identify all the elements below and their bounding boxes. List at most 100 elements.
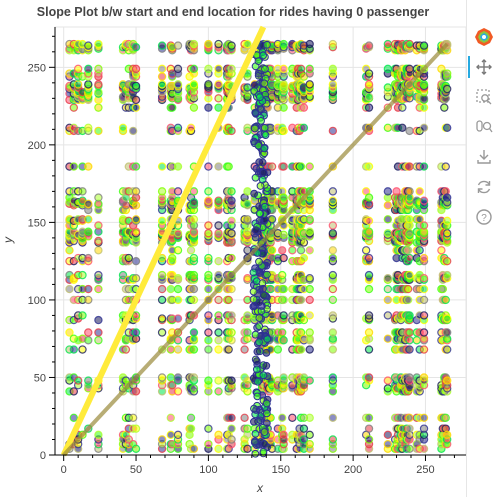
data-point <box>186 424 196 433</box>
data-point <box>403 246 413 255</box>
data-point <box>94 39 103 49</box>
data-point <box>243 274 252 283</box>
data-point <box>69 103 79 112</box>
chart-title: Slope Plot b/w start and end location fo… <box>36 5 430 19</box>
data-point <box>131 328 141 337</box>
data-point <box>256 182 265 190</box>
data-point <box>419 196 429 205</box>
data-point <box>328 39 338 49</box>
data-point <box>328 270 338 280</box>
data-point <box>227 216 236 226</box>
data-point <box>442 270 452 280</box>
data-point <box>383 39 393 49</box>
data-point <box>84 41 93 50</box>
data-point <box>157 270 167 280</box>
data-point <box>227 196 236 205</box>
data-point <box>173 41 183 50</box>
data-point <box>364 216 374 226</box>
data-point <box>173 246 183 255</box>
data-point <box>259 371 268 380</box>
data-point <box>189 295 199 305</box>
data-point <box>131 103 141 112</box>
data-point <box>227 328 236 337</box>
data-point <box>189 270 199 280</box>
data-point <box>441 295 450 305</box>
data-point <box>364 435 374 444</box>
data-point <box>166 345 175 354</box>
data-point <box>157 314 167 323</box>
data-point <box>364 424 374 433</box>
data-point <box>65 328 74 337</box>
data-point <box>204 64 213 74</box>
data-point <box>252 406 260 414</box>
data-point <box>124 253 134 263</box>
data-point <box>94 328 103 337</box>
data-point <box>305 64 314 74</box>
data-point <box>262 409 271 418</box>
data-point <box>84 295 93 305</box>
data-point <box>250 124 259 133</box>
data-point <box>173 284 183 294</box>
data-point <box>166 373 175 382</box>
data-point <box>299 123 309 132</box>
data-point <box>227 229 236 238</box>
data-point <box>227 435 236 444</box>
data-point <box>419 295 429 305</box>
help-tool-icon[interactable]: ? <box>473 206 495 228</box>
data-point <box>305 311 314 320</box>
data-point <box>398 103 407 112</box>
wheel-zoom-tool-icon[interactable] <box>473 116 495 138</box>
data-point <box>131 215 141 224</box>
data-point <box>442 256 452 266</box>
data-point <box>419 123 429 132</box>
data-point <box>204 187 213 196</box>
data-point <box>204 270 213 280</box>
data-point <box>243 187 252 196</box>
data-point <box>251 449 260 458</box>
box-zoom-tool-icon[interactable] <box>473 86 495 108</box>
data-point <box>405 39 414 49</box>
data-point <box>419 444 429 453</box>
data-point <box>214 387 223 396</box>
plot-area[interactable]: 0 50 100 150 200 250 0 50 100 150 200 250 x y <box>0 0 466 497</box>
data-point <box>243 83 252 92</box>
data-point <box>227 311 236 320</box>
data-point <box>383 295 393 305</box>
data-point <box>419 311 429 320</box>
data-point <box>405 311 414 320</box>
data-point <box>224 345 233 354</box>
y-axis-label: y <box>1 236 15 244</box>
data-point <box>419 424 429 433</box>
y-tick-label: 100 <box>28 295 46 307</box>
pan-tool-icon[interactable] <box>473 56 495 78</box>
reset-tool-icon[interactable] <box>473 176 495 198</box>
data-point <box>189 328 199 337</box>
data-point <box>173 162 183 171</box>
data-point <box>204 328 213 337</box>
data-point <box>299 424 309 433</box>
data-point <box>251 108 260 117</box>
save-tool-icon[interactable] <box>473 146 495 168</box>
data-point <box>442 376 452 385</box>
data-point <box>240 413 249 422</box>
data-point <box>204 229 213 238</box>
data-point <box>84 376 93 385</box>
data-point <box>288 413 297 422</box>
data-point <box>118 270 128 280</box>
data-point <box>419 80 429 89</box>
data-point <box>405 229 414 238</box>
data-point <box>305 439 314 449</box>
data-point <box>364 193 374 202</box>
data-point <box>441 413 450 422</box>
data-point <box>173 314 183 323</box>
data-point <box>328 345 338 354</box>
data-point <box>403 284 413 294</box>
data-point <box>243 424 252 433</box>
data-point <box>84 284 93 294</box>
data-point <box>328 435 338 444</box>
data-point <box>186 123 196 132</box>
data-point <box>214 162 223 171</box>
data-point <box>214 295 223 305</box>
data-point <box>405 187 414 196</box>
data-point <box>383 229 393 238</box>
